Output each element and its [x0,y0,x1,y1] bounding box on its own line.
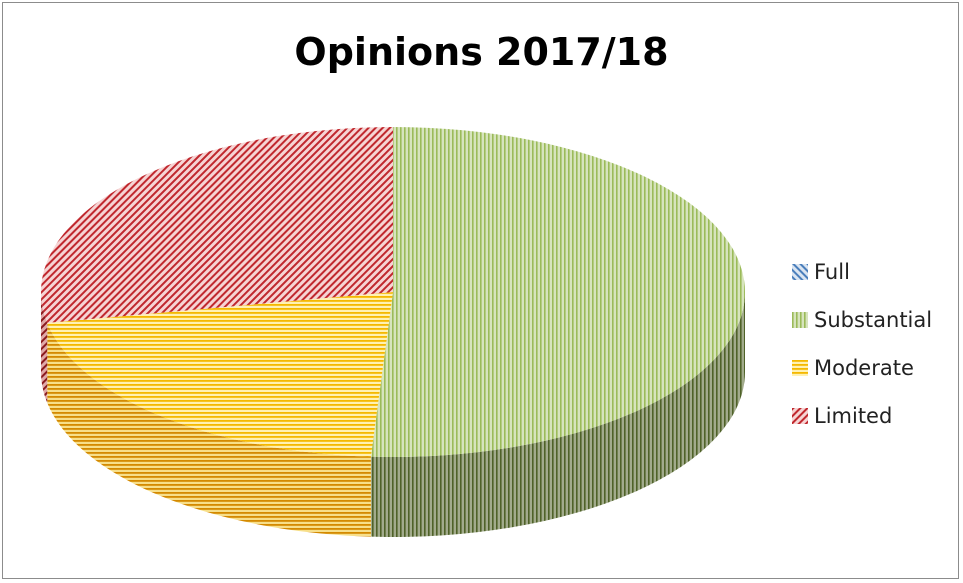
legend-item-limited: Limited [792,392,932,440]
legend-item-substantial: Substantial [792,296,932,344]
legend-label-substantial: Substantial [814,308,933,332]
pie-side-limited [41,292,48,403]
chart-title: Opinions 2017/18 [294,30,669,74]
legend: Full Substantial Moderate Limited [792,248,932,440]
legend-label-full: Full [814,260,850,284]
pie-slice-moderate [47,292,393,457]
legend-item-moderate: Moderate [792,344,932,392]
pie-tops [40,127,746,458]
legend-swatch-full [792,264,808,280]
legend-item-full: Full [792,248,932,296]
legend-label-moderate: Moderate [814,356,914,380]
legend-swatch-moderate [792,360,808,376]
pie-slice-substantial [370,127,746,458]
legend-swatch-limited [792,408,808,424]
pie-side-substantial [370,292,745,538]
legend-label-limited: Limited [814,404,893,428]
pie-side-moderate [47,322,371,537]
legend-swatch-substantial [792,312,808,328]
pie-sides [41,292,745,538]
pie-slice-limited [40,127,394,323]
